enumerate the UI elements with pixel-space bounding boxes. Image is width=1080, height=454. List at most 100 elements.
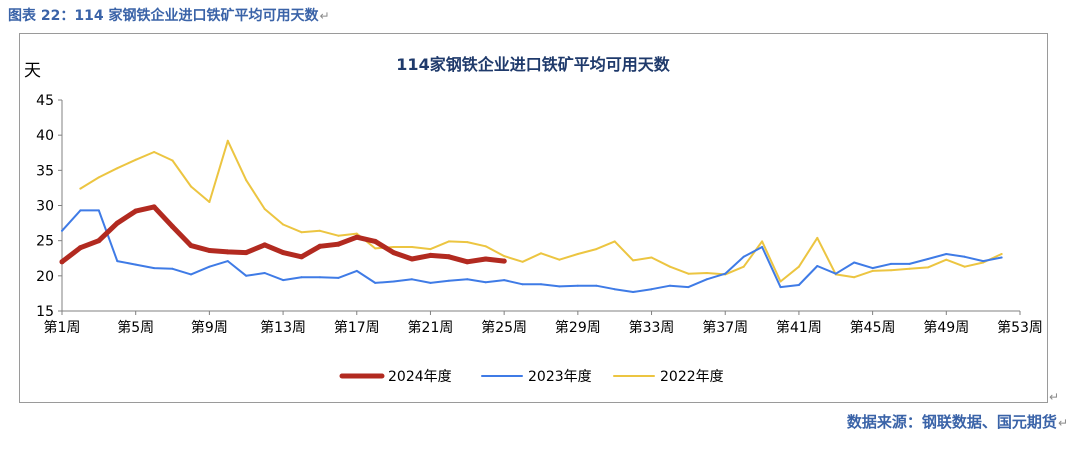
data-point-2023 xyxy=(632,291,635,293)
y-tick-label: 40 xyxy=(36,128,54,144)
data-point-2024 xyxy=(114,220,120,226)
data-point-2023 xyxy=(374,281,377,284)
legend-label-2022: 2022年度 xyxy=(660,369,724,385)
data-point-2024 xyxy=(299,254,304,260)
x-tick-label: 第41周 xyxy=(776,319,822,336)
data-point-2022 xyxy=(116,167,119,170)
figure-caption: 图表 22：114 家钢铁企业进口铁矿平均可用天数↵ xyxy=(8,5,330,25)
data-point-2023 xyxy=(429,281,432,284)
data-point-2024 xyxy=(151,204,157,210)
data-point-2022 xyxy=(245,179,248,182)
data-point-2024 xyxy=(483,256,489,262)
data-point-2023 xyxy=(337,276,340,279)
y-tick-label: 25 xyxy=(36,234,54,250)
series-line-2022 xyxy=(79,139,1003,283)
data-point-2022 xyxy=(447,240,450,243)
data-point-2022 xyxy=(411,246,413,248)
data-point-2023 xyxy=(945,253,948,255)
x-tick-label: 第13周 xyxy=(260,319,306,336)
y-tick-label: 15 xyxy=(36,304,54,320)
data-point-2022 xyxy=(650,256,653,259)
data-point-2022 xyxy=(687,272,690,275)
data-point-2023 xyxy=(134,263,137,266)
data-point-2024 xyxy=(96,238,102,244)
data-point-2024 xyxy=(59,259,65,265)
y-tick-label: 35 xyxy=(36,163,54,179)
data-point-2023 xyxy=(705,278,708,281)
data-point-2023 xyxy=(521,283,524,286)
data-point-2022 xyxy=(263,208,266,210)
data-point-2022 xyxy=(963,265,966,268)
data-point-2022 xyxy=(742,265,745,268)
data-point-2024 xyxy=(335,241,341,247)
data-point-2022 xyxy=(669,265,671,268)
data-point-2023 xyxy=(816,265,819,267)
data-point-2022 xyxy=(558,258,561,261)
data-point-2024 xyxy=(317,243,323,249)
data-point-2023 xyxy=(558,285,561,288)
data-point-2023 xyxy=(190,273,192,276)
data-point-2023 xyxy=(797,284,800,286)
data-point-2022 xyxy=(355,232,358,235)
data-point-2023 xyxy=(724,272,727,275)
data-point-2023 xyxy=(871,267,874,270)
data-point-2022 xyxy=(926,266,929,269)
data-point-2023 xyxy=(540,283,542,286)
data-point-2023 xyxy=(595,284,598,287)
data-point-2022 xyxy=(853,276,856,279)
data-point-2022 xyxy=(816,236,819,239)
data-point-2023 xyxy=(908,262,911,265)
data-point-2023 xyxy=(779,286,782,289)
data-point-2022 xyxy=(97,176,100,179)
chart-title: 114家钢铁企业进口铁矿平均可用天数 xyxy=(396,55,670,74)
data-point-2023 xyxy=(116,260,119,263)
data-point-2024 xyxy=(225,249,231,255)
data-point-2024 xyxy=(501,258,507,264)
figure-caption-text: 图表 22：114 家钢铁企业进口铁矿平均可用天数 xyxy=(8,8,319,24)
series-line-2023 xyxy=(61,209,1003,293)
x-tick-label: 第33周 xyxy=(629,319,675,336)
data-point-2022 xyxy=(171,159,174,162)
data-point-2022 xyxy=(226,139,229,142)
data-point-2022 xyxy=(79,187,82,190)
data-point-2023 xyxy=(392,280,395,283)
data-point-2022 xyxy=(613,240,616,243)
data-point-2022 xyxy=(761,240,764,243)
data-point-2024 xyxy=(428,252,433,258)
data-point-2022 xyxy=(797,265,800,268)
source-text: 数据来源：钢联数据、国元期货 xyxy=(846,413,1057,431)
data-point-2024 xyxy=(133,208,139,214)
x-tick-label: 第53周 xyxy=(997,319,1043,336)
data-point-2022 xyxy=(705,272,708,274)
legend-label-2023: 2023年度 xyxy=(528,369,592,385)
axes: 15 20 25 30 35 40 45 第1周 第5周 第9周 第13周 第17周 第21周 第25周 第… xyxy=(36,93,1043,336)
data-point-2024 xyxy=(170,224,175,230)
data-point-2022 xyxy=(318,229,321,232)
data-point-2023 xyxy=(282,279,285,282)
data-point-2022 xyxy=(300,231,303,234)
data-point-2023 xyxy=(853,261,856,264)
data-point-2024 xyxy=(391,250,397,256)
data-point-2022 xyxy=(208,201,211,203)
data-point-2022 xyxy=(282,223,285,226)
legend: 2024年度 2023年度 2022年度 xyxy=(339,369,724,385)
data-point-2022 xyxy=(945,258,948,261)
x-tick-label: 第5周 xyxy=(117,319,154,336)
data-point-2023 xyxy=(613,288,616,291)
legend-label-2024: 2024年度 xyxy=(388,369,452,385)
data-point-2024 xyxy=(409,256,415,262)
data-point-2024 xyxy=(372,238,378,244)
data-point-2023 xyxy=(761,246,764,248)
data-point-2023 xyxy=(300,276,303,279)
data-point-2022 xyxy=(521,260,524,263)
data-point-2024 xyxy=(354,234,360,240)
x-tick-label: 第9周 xyxy=(191,319,228,336)
data-point-2023 xyxy=(669,284,671,287)
x-tick-label: 第17周 xyxy=(334,319,380,336)
data-point-2022 xyxy=(190,185,192,188)
data-point-2022 xyxy=(779,280,782,283)
data-point-2024 xyxy=(188,243,194,249)
data-point-2023 xyxy=(263,272,266,274)
data-point-2024 xyxy=(280,250,286,256)
data-point-2023 xyxy=(447,279,450,282)
